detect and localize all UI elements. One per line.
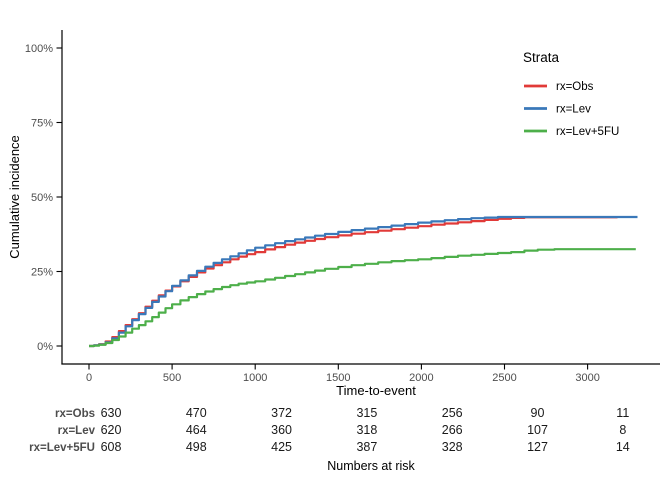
y-tick-label-25: 25% [31,267,53,279]
y-tick-label-75: 75% [31,118,53,130]
risk-row-label-rx=Obs: rx=Obs [55,408,95,420]
risk-value: 620 [101,423,122,437]
risk-value: 14 [616,440,630,454]
y-tick-label-50: 50% [31,192,53,204]
legend-title: Strata [523,50,560,65]
risk-value: 328 [442,440,463,454]
survival-curves [89,215,638,348]
curve-rx=Obs [89,216,618,348]
curve-rx=Lev+5FU [89,248,636,348]
x-tick-label-2000: 2000 [409,372,433,384]
risk-value: 107 [527,423,548,437]
risk-row-label-rx=Lev+5FU: rx=Lev+5FU [29,442,95,454]
legend-label-rx=Lev+5FU: rx=Lev+5FU [556,126,619,138]
legend: Strata rx=Obs rx=Lev rx=Lev+5FU [523,50,619,138]
risk-value: 266 [442,423,463,437]
risk-table-caption: Numbers at risk [327,459,415,473]
risk-value: 360 [271,423,292,437]
curve-rx=Lev [89,215,638,348]
x-tick-label-1500: 1500 [326,372,350,384]
legend-label-rx=Lev: rx=Lev [556,104,591,116]
legend-label-rx=Obs: rx=Obs [556,81,594,93]
x-tick-label-3000: 3000 [575,372,599,384]
y-axis-ticks: 0% 25% 50% 75% 100% [25,43,62,353]
risk-value: 608 [101,440,122,454]
x-axis-title: Time-to-event [336,383,416,398]
risk-table: rx=Obs 630 470 372 315 256 90 11 rx=Lev 620 464 360… [29,406,630,454]
risk-value: 630 [101,406,122,420]
y-axis-title: Cumulative incidence [7,135,22,259]
x-axis-ticks: 0 500 1000 1500 2000 2500 3000 [86,364,600,384]
risk-row-label-rx=Lev: rx=Lev [58,425,96,437]
y-tick-label-100: 100% [25,43,53,55]
risk-value: 387 [356,440,377,454]
risk-value: 256 [442,406,463,420]
risk-value: 127 [527,440,548,454]
risk-value: 372 [271,406,292,420]
risk-value: 90 [531,406,545,420]
risk-value: 318 [356,423,377,437]
risk-value: 470 [186,406,207,420]
risk-value: 464 [186,423,207,437]
x-tick-label-1000: 1000 [243,372,267,384]
x-tick-label-2500: 2500 [492,372,516,384]
risk-value: 498 [186,440,207,454]
y-tick-label-0: 0% [37,341,53,353]
risk-value: 8 [619,423,626,437]
x-tick-label-0: 0 [86,372,92,384]
risk-value: 425 [271,440,292,454]
risk-value: 315 [356,406,377,420]
x-tick-label-500: 500 [163,372,181,384]
risk-value: 11 [616,406,629,420]
